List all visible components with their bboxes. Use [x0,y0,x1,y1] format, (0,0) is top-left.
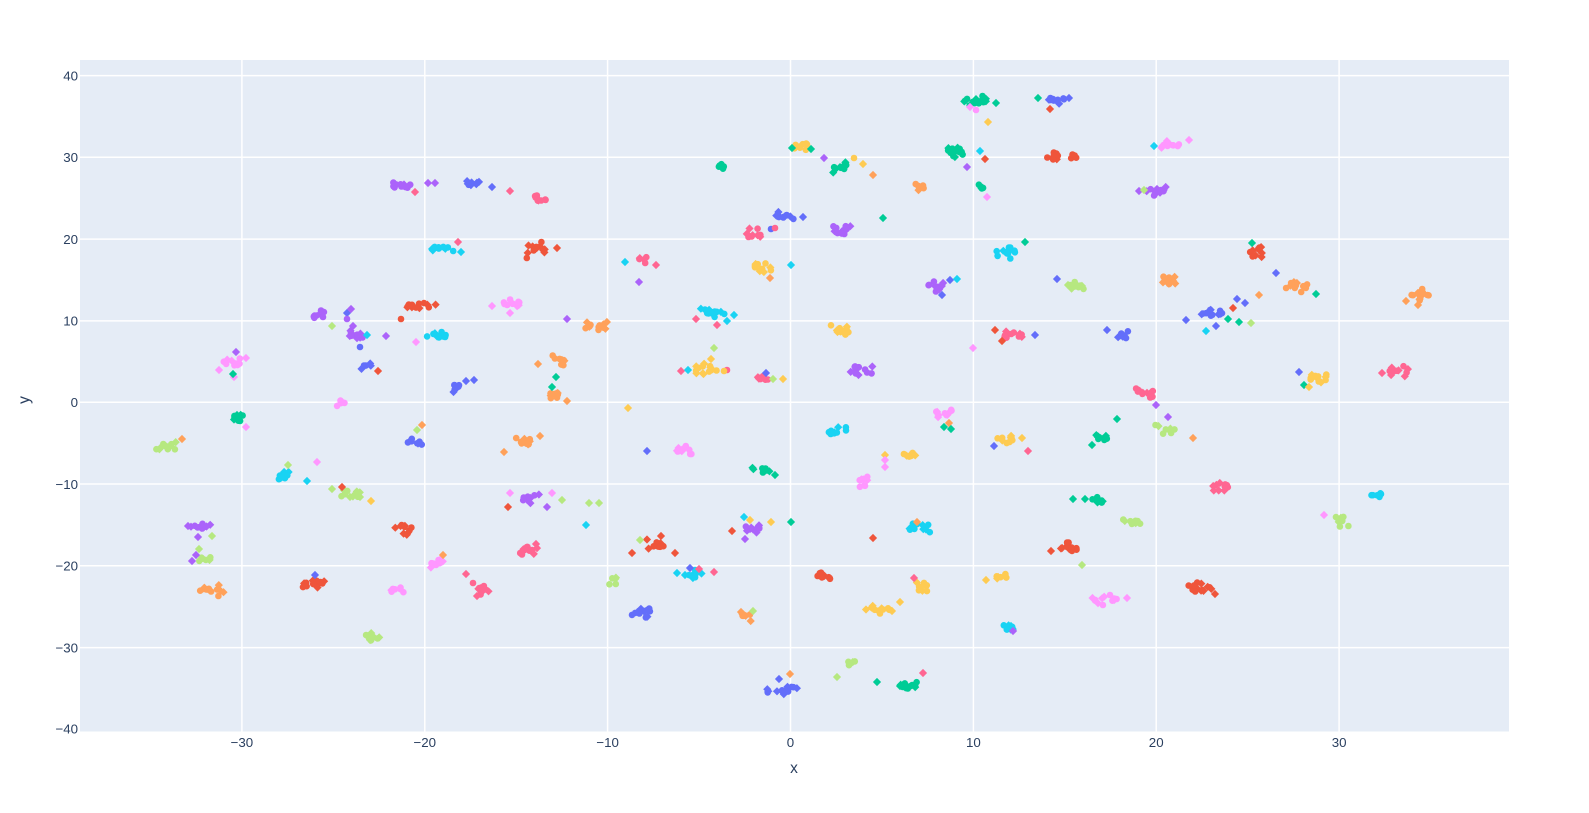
svg-text:10: 10 [966,735,981,750]
svg-text:−10: −10 [596,735,619,750]
svg-text:−30: −30 [55,640,78,655]
svg-text:−40: −40 [55,721,78,736]
svg-text:y: y [16,396,33,404]
svg-text:20: 20 [63,232,78,247]
svg-text:0: 0 [787,735,794,750]
svg-text:−20: −20 [414,735,437,750]
svg-text:10: 10 [63,314,78,329]
svg-text:−30: −30 [231,735,254,750]
svg-text:−20: −20 [55,559,78,574]
svg-text:20: 20 [1149,735,1164,750]
svg-text:40: 40 [63,68,78,83]
svg-text:30: 30 [63,150,78,165]
svg-text:30: 30 [1332,735,1347,750]
svg-text:−10: −10 [55,477,78,492]
svg-text:x: x [790,760,798,777]
svg-text:0: 0 [71,395,78,410]
